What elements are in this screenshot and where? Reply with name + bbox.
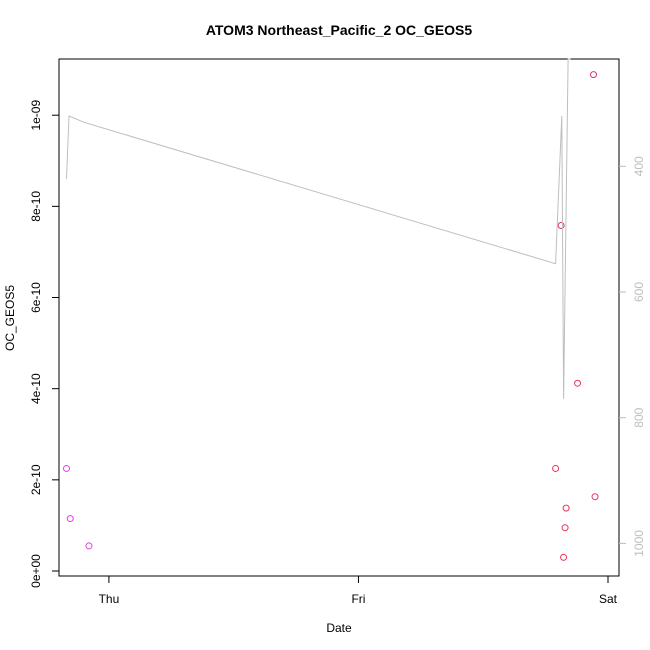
y-tick-label: 2e-10 — [29, 464, 43, 495]
data-point — [62, 464, 70, 472]
data-point — [574, 379, 582, 387]
y-tick-label: 8e-10 — [29, 191, 43, 222]
data-point — [557, 222, 565, 230]
y-tick-label: 4e-10 — [29, 373, 43, 404]
x-axis-label: Date — [326, 621, 352, 635]
y2-tick-label: 1000 — [632, 530, 646, 557]
axes-ticks: Thu Fri Sat 0e+00 2e-10 4e-10 6e-10 8e-10 1e-09 4… — [29, 100, 646, 606]
y-tick-label: 1e-09 — [29, 100, 43, 131]
data-point — [85, 542, 93, 550]
x-tick-label: Fri — [351, 592, 365, 606]
plot-frame — [58, 58, 620, 577]
data-point — [552, 464, 560, 472]
data-point — [562, 504, 570, 512]
data-point — [560, 553, 568, 561]
x-tick-label: Sat — [599, 592, 618, 606]
series-line — [66, 58, 571, 399]
chart-title: ATOM3 Northeast_Pacific_2 OC_GEOS5 — [206, 22, 473, 38]
data-point — [590, 71, 598, 79]
y-tick-label: 6e-10 — [29, 282, 43, 313]
y-tick-label: 0e+00 — [29, 554, 43, 588]
y2-tick-label: 600 — [632, 282, 646, 302]
y2-tick-label: 400 — [632, 156, 646, 176]
data-point — [561, 524, 569, 532]
data-point — [66, 515, 74, 523]
y-axis-label: OC_GEOS5 — [3, 285, 17, 351]
y2-tick-label: 800 — [632, 407, 646, 427]
data-point — [591, 493, 599, 501]
x-tick-label: Thu — [99, 592, 120, 606]
series-layer — [62, 58, 599, 561]
